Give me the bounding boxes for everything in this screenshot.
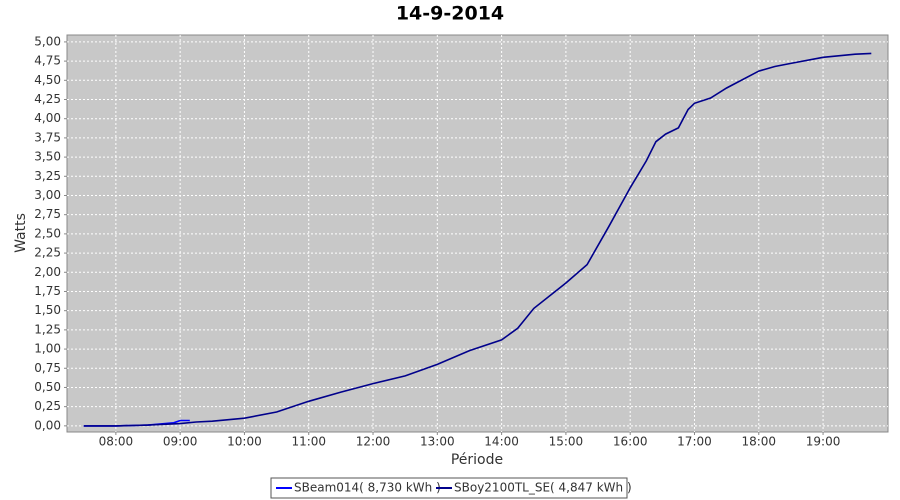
x-tick-label: 11:00: [291, 435, 326, 449]
x-tick-label: 19:00: [806, 435, 841, 449]
y-tick-label: 3,75: [34, 130, 61, 144]
legend-label: SBeam014( 8,730 kWh ): [294, 481, 441, 495]
x-tick-label: 16:00: [613, 435, 648, 449]
y-tick-label: 4,00: [34, 111, 61, 125]
y-tick-label: 2,00: [34, 265, 61, 279]
x-tick-label: 18:00: [741, 435, 776, 449]
y-tick-label: 1,00: [34, 342, 61, 356]
x-tick-label: 14:00: [484, 435, 519, 449]
y-tick-label: 2,50: [34, 226, 61, 240]
y-tick-label: 0,50: [34, 380, 61, 394]
y-tick-label: 4,25: [34, 92, 61, 106]
y-tick-label: 0,00: [34, 418, 61, 432]
x-tick-label: 09:00: [163, 435, 198, 449]
y-tick-label: 0,25: [34, 399, 61, 413]
y-tick-label: 2,25: [34, 246, 61, 260]
x-tick-label: 10:00: [227, 435, 262, 449]
y-tick-label: 1,75: [34, 284, 61, 298]
x-tick-label: 13:00: [420, 435, 455, 449]
x-tick-label: 12:00: [356, 435, 391, 449]
y-tick-label: 0,75: [34, 361, 61, 375]
chart-title: 14-9-2014: [396, 3, 504, 25]
y-tick-label: 3,00: [34, 188, 61, 202]
y-tick-label: 5,00: [34, 34, 61, 48]
y-tick-label: 1,25: [34, 322, 61, 336]
x-tick-label: 17:00: [677, 435, 712, 449]
x-tick-label: 08:00: [99, 435, 134, 449]
y-tick-label: 2,75: [34, 207, 61, 221]
y-tick-label: 3,50: [34, 150, 61, 164]
y-tick-label: 4,75: [34, 54, 61, 68]
x-tick-label: 15:00: [549, 435, 584, 449]
x-axis-label: Période: [451, 452, 503, 468]
y-axis-label: Watts: [13, 213, 29, 253]
series-line: [83, 52, 872, 427]
y-tick-label: 3,25: [34, 169, 61, 183]
y-tick-label: 4,50: [34, 73, 61, 87]
y-tick-label: 1,50: [34, 303, 61, 317]
legend-label: SBoy2100TL_SE( 4,847 kWh ): [454, 481, 632, 495]
